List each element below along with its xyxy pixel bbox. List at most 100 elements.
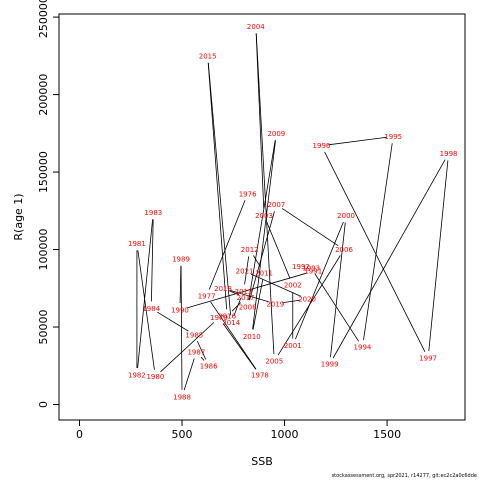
trajectory-segment [428, 160, 449, 352]
year-label-1994: 1994 [354, 344, 372, 352]
year-label-1983: 1983 [144, 209, 162, 217]
trajectory-segment [137, 219, 154, 369]
year-label-1984: 1984 [142, 305, 160, 313]
year-label-2009: 2009 [267, 130, 285, 138]
year-label-1991: 1991 [304, 268, 322, 276]
y-tick-label: 250000 [37, 0, 50, 38]
year-label-2004: 2004 [247, 23, 265, 31]
year-label-2000: 2000 [337, 212, 355, 220]
trajectory-segment [157, 311, 189, 332]
year-label-2011: 2011 [255, 269, 273, 277]
year-label-2019: 2019 [266, 300, 284, 308]
x-tick-label: 500 [172, 428, 193, 441]
trajectory-segment [186, 272, 307, 309]
trajectory-segment [207, 62, 232, 316]
year-label-1979: 1979 [210, 314, 228, 322]
year-label-1998: 1998 [440, 150, 458, 158]
year-label-2006: 2006 [335, 246, 353, 254]
y-tick-label: 100000 [37, 229, 50, 271]
trajectory-segment [330, 222, 346, 358]
trajectory-segment [200, 356, 205, 361]
year-label-1985: 1985 [185, 331, 203, 339]
y-tick-label: 150000 [37, 151, 50, 193]
trajectory-segment [252, 279, 264, 330]
year-label-1989: 1989 [172, 255, 190, 263]
trajectory-segment [314, 273, 360, 342]
trajectory-segment [249, 211, 275, 301]
year-label-1990: 1990 [171, 306, 189, 314]
trajectory-segment [277, 255, 341, 356]
year-label-2010: 2010 [243, 333, 261, 341]
trajectory-segment [229, 290, 240, 296]
trajectory-segment [255, 33, 265, 209]
trajectory-segment [248, 140, 276, 301]
year-label-2020: 2020 [298, 296, 316, 304]
year-label-1995: 1995 [384, 133, 402, 141]
year-label-1988: 1988 [173, 393, 191, 401]
y-axis-title: R(age 1) [12, 193, 25, 240]
year-label-1978: 1978 [251, 372, 269, 380]
trajectory-segment [332, 159, 446, 359]
trajectory-segment [137, 250, 155, 370]
year-label-1977: 1977 [198, 293, 216, 301]
y-tick-label: 0 [37, 401, 50, 408]
trajectory-segment [229, 289, 269, 303]
x-tick-label: 0 [76, 428, 83, 441]
year-label-1993: 1993 [302, 265, 320, 273]
trajectory-segment [328, 136, 387, 146]
trajectory-segment [363, 143, 393, 341]
trajectory-segment [180, 265, 183, 390]
year-label-1976: 1976 [239, 190, 257, 198]
year-label-1996: 1996 [313, 142, 331, 150]
year-label-1999: 1999 [321, 361, 339, 369]
year-label-1982: 1982 [128, 372, 146, 380]
year-label-2012: 2012 [241, 246, 259, 254]
year-label-2005: 2005 [265, 358, 283, 366]
y-tick-label: 200000 [37, 74, 50, 116]
trajectory-segment [183, 358, 195, 391]
trajectory-segment [324, 151, 426, 352]
year-label-1997: 1997 [419, 355, 437, 363]
year-label-2013: 2013 [235, 288, 253, 296]
trajectory-segment [160, 322, 215, 373]
trajectory-segment [250, 273, 301, 297]
trajectory-segment [281, 208, 339, 247]
trajectory-segment [266, 221, 291, 279]
trajectory-segment [222, 323, 257, 370]
trajectory-segment [244, 256, 250, 285]
year-label-2007: 2007 [267, 201, 285, 209]
trajectory-segment [196, 340, 207, 360]
trajectory-segment [295, 221, 344, 340]
year-label-2016: 2016 [218, 313, 236, 321]
trajectory-segment [179, 265, 182, 303]
x-tick-label: 1500 [373, 428, 401, 441]
trajectory-lines [136, 33, 449, 391]
year-label-1992: 1992 [292, 263, 310, 271]
year-label-2018: 2018 [214, 285, 232, 293]
year-label-2014: 2014 [222, 319, 240, 327]
trajectory-segment [207, 62, 228, 310]
year-label-2015: 2015 [199, 52, 217, 60]
year-label-1980: 1980 [146, 373, 164, 381]
trajectory-segment [210, 301, 257, 370]
year-label-2017: 2017 [237, 294, 255, 302]
x-axis-title: SSB [251, 455, 273, 468]
year-label-1986: 1986 [200, 362, 218, 370]
trajectory-segment [233, 297, 242, 317]
point-labels: 1976 1977 1978 1979 1980 1981 1982 1983 1984 1985… [128, 23, 458, 401]
year-label-2003: 2003 [255, 212, 273, 220]
trajectory-segment [231, 302, 241, 312]
year-label-1987: 1987 [187, 348, 205, 356]
year-label-2002: 2002 [284, 282, 302, 290]
trajectory-segment [208, 200, 246, 290]
trajectory-segment [151, 219, 154, 302]
year-label-1981: 1981 [128, 240, 146, 248]
trajectory-segment [253, 255, 261, 268]
footer-text: stockassessment.org, spr2021, r14277, gi… [332, 473, 477, 479]
axes: 0 500 1000 1500 0 50000 100000 150000 200000 2500… [37, 0, 401, 441]
x-tick-label: 1000 [271, 428, 299, 441]
y-tick-label: 50000 [37, 310, 50, 345]
trajectory-segment [255, 33, 275, 355]
year-label-2021: 2021 [236, 268, 254, 276]
